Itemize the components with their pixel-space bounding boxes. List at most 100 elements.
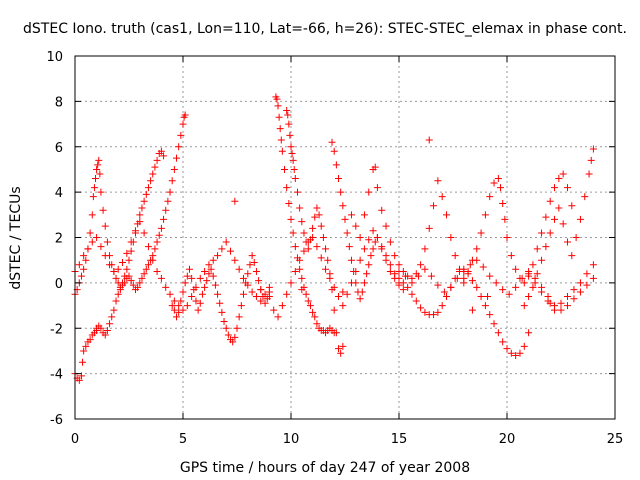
data-point [373, 234, 381, 241]
data-point [185, 265, 193, 273]
data-point [273, 95, 281, 103]
series-1 [71, 147, 168, 298]
data-point [201, 283, 209, 291]
data-point [306, 302, 314, 310]
data-point [473, 283, 481, 291]
data-point [283, 184, 291, 192]
data-point [546, 229, 554, 237]
data-point [121, 272, 129, 280]
data-point [114, 265, 122, 273]
data-point [576, 215, 584, 223]
data-point [181, 279, 189, 287]
data-point [157, 274, 165, 282]
data-point [311, 213, 319, 221]
data-point [304, 238, 312, 246]
data-point [283, 290, 291, 298]
data-point [417, 304, 425, 312]
data-point [129, 281, 137, 289]
data-point [434, 177, 442, 185]
data-point [192, 297, 200, 305]
series-7 [328, 138, 407, 303]
data-point [162, 283, 170, 291]
chart-title: dSTEC Iono. truth (cas1, Lon=110, Lat=-6… [23, 21, 627, 37]
data-point [512, 351, 520, 359]
points-layer [71, 93, 597, 384]
data-point [175, 143, 183, 151]
data-point [464, 268, 472, 276]
data-point [142, 265, 150, 273]
data-point [188, 274, 196, 282]
data-point [220, 317, 228, 325]
data-point [481, 302, 489, 310]
data-point [265, 292, 273, 300]
data-point [330, 283, 338, 291]
data-point [125, 256, 133, 264]
data-point [248, 252, 256, 260]
data-point [486, 311, 494, 319]
data-point [170, 297, 178, 305]
data-point [278, 147, 286, 155]
data-point [335, 292, 343, 300]
data-point [551, 306, 559, 314]
data-point [214, 252, 222, 260]
data-point [447, 283, 455, 291]
data-point [296, 256, 304, 264]
data-point [298, 218, 306, 226]
data-point [103, 327, 111, 335]
y-tick-label: 0 [55, 277, 63, 292]
data-point [337, 349, 345, 357]
data-point [198, 290, 206, 298]
data-point [136, 211, 144, 219]
data-point [443, 292, 451, 300]
data-point [239, 290, 247, 298]
data-point [112, 274, 120, 282]
data-point [408, 279, 416, 287]
data-point [369, 227, 377, 235]
data-point [425, 224, 433, 232]
data-point [188, 292, 196, 300]
data-point [466, 261, 474, 269]
data-point [106, 261, 114, 269]
data-point [278, 302, 286, 310]
data-point [123, 265, 131, 273]
data-point [391, 252, 399, 260]
data-point [261, 299, 269, 307]
data-point [97, 188, 105, 196]
data-point [97, 243, 105, 251]
data-point [499, 286, 507, 294]
data-point [315, 211, 323, 219]
data-point [296, 204, 304, 212]
data-point [505, 290, 513, 298]
data-point [291, 175, 299, 183]
data-point [80, 347, 88, 355]
data-point [382, 252, 390, 260]
data-point [175, 302, 183, 310]
data-point [97, 324, 105, 332]
data-point [322, 265, 330, 273]
data-point [285, 120, 293, 128]
data-point [116, 283, 124, 291]
data-point [286, 131, 294, 139]
data-point [339, 342, 347, 350]
data-point [270, 306, 278, 314]
data-point [274, 313, 282, 321]
data-point [538, 288, 546, 296]
data-point [486, 193, 494, 201]
x-tick-label: 0 [71, 432, 79, 447]
data-point [425, 136, 433, 144]
data-point [363, 270, 371, 278]
data-point [395, 261, 403, 269]
y-axis-label: dSTEC / TECUs [8, 186, 24, 289]
data-point [114, 290, 122, 298]
data-point [155, 231, 163, 239]
data-point [296, 265, 304, 273]
data-point [386, 268, 394, 276]
data-point [257, 297, 265, 305]
data-point [350, 268, 358, 276]
data-point [570, 295, 578, 303]
y-tick-label: 10 [46, 50, 63, 65]
data-point [194, 306, 202, 314]
data-point [201, 268, 209, 276]
x-tick-label: 25 [607, 432, 624, 447]
data-point [162, 206, 170, 214]
